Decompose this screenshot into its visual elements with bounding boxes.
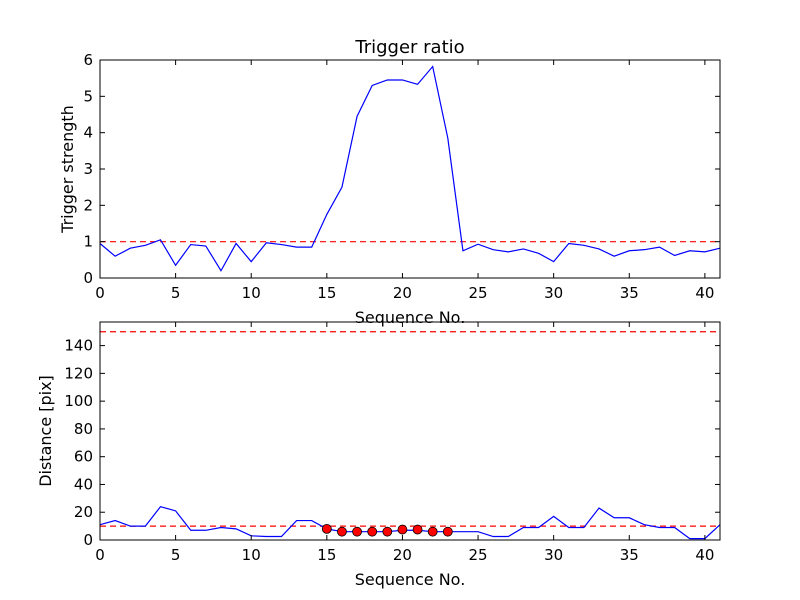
x-tick-label: 0 xyxy=(95,546,105,564)
x-tick-label: 30 xyxy=(544,284,563,302)
x-tick-label: 10 xyxy=(242,546,261,564)
x-tick-label: 40 xyxy=(695,546,714,564)
data-point-marker xyxy=(321,523,332,534)
plot-frame xyxy=(99,59,721,279)
y-tick-label: 6 xyxy=(83,51,93,69)
y-tick-label: 2 xyxy=(83,196,93,214)
y-tick-label: 0 xyxy=(83,269,93,287)
x-tick-label: 5 xyxy=(171,546,181,564)
chart-title: Trigger ratio xyxy=(354,37,464,58)
x-tick-label: 5 xyxy=(171,284,181,302)
trigger-ratio-panel: Trigger ratio 0 5 10 15 20 25 30 35 40 0 1 2 3 4 5 6 Se… xyxy=(58,37,721,327)
x-tick-label: 0 xyxy=(95,284,105,302)
y-tick-label: 1 xyxy=(83,233,93,251)
x-tick-label: 10 xyxy=(242,284,261,302)
x-tick-label: 15 xyxy=(317,546,336,564)
x-tick-label: 35 xyxy=(620,284,639,302)
y-tick-label: 0 xyxy=(83,531,93,549)
x-tick-label: 25 xyxy=(469,284,488,302)
y-tick-label: 100 xyxy=(64,392,93,410)
y-axis-label: Trigger strength xyxy=(58,105,77,234)
series-line xyxy=(99,65,721,272)
x-axis-label: Sequence No. xyxy=(355,308,466,327)
y-tick-label: 120 xyxy=(64,364,93,382)
y-tick-label: 5 xyxy=(83,87,93,105)
x-tick-label: 20 xyxy=(393,284,412,302)
y-tick-label: 40 xyxy=(74,475,93,493)
y-tick-label: 60 xyxy=(74,448,93,466)
y-tick-label: 3 xyxy=(83,160,93,178)
data-point-marker xyxy=(337,526,347,537)
x-tick-label: 20 xyxy=(393,546,412,564)
plot-frame xyxy=(99,321,721,541)
x-tick-label: 35 xyxy=(620,546,639,564)
data-point-marker xyxy=(427,526,438,537)
distance-panel: 0 5 10 15 20 25 30 35 40 0 20 40 60 80 100 120 140 Seque… xyxy=(36,321,721,589)
x-tick-label: 25 xyxy=(469,546,488,564)
data-point-marker xyxy=(367,526,378,537)
y-tick-label: 4 xyxy=(83,124,93,142)
x-tick-label: 40 xyxy=(695,284,714,302)
data-point-marker xyxy=(352,526,362,537)
data-point-marker xyxy=(397,524,408,535)
y-tick-label: 20 xyxy=(74,503,93,521)
series-line xyxy=(99,505,721,540)
x-axis-label: Sequence No. xyxy=(355,570,466,589)
data-point-marker xyxy=(412,524,423,535)
y-axis-label: Distance [pix] xyxy=(36,375,55,487)
x-tick-label: 30 xyxy=(544,546,563,564)
y-tick-label: 80 xyxy=(74,420,93,438)
data-point-marker xyxy=(382,526,393,537)
y-tick-label: 140 xyxy=(64,337,93,355)
data-point-marker xyxy=(442,526,453,537)
x-tick-label: 15 xyxy=(317,284,336,302)
